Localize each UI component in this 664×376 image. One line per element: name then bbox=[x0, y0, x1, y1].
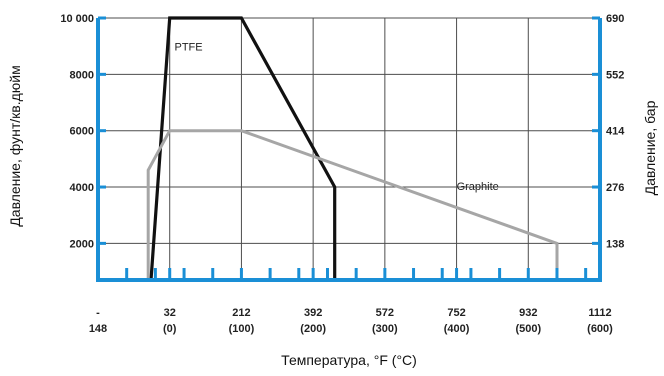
x-tick-label-c: (600) bbox=[587, 323, 613, 335]
x-tick-label-c: (200) bbox=[300, 323, 326, 335]
y-axis-title-right: Давление, бар bbox=[642, 100, 658, 195]
y-tick-label-right: 138 bbox=[606, 238, 624, 250]
x-tick-label-f: 752 bbox=[447, 307, 465, 319]
series-line-ptfe bbox=[149, 16, 337, 281]
y-tick-label-left: 6000 bbox=[70, 126, 94, 138]
y-tick-label-right: 414 bbox=[606, 126, 625, 138]
x-tick-label-f: 1112 bbox=[588, 307, 611, 319]
x-axis-title: Температура, °F (°C) bbox=[281, 352, 417, 368]
y-tick-label-left: 10 000 bbox=[60, 13, 94, 25]
x-tick-label-f: 212 bbox=[232, 307, 250, 319]
grid-lines bbox=[98, 17, 600, 280]
y-tick-label-right: 690 bbox=[606, 13, 624, 25]
series-layer: PTFE Graphite bbox=[146, 16, 559, 281]
y-tick-label-right: 552 bbox=[606, 69, 624, 81]
x-tick-label-c: (0) bbox=[163, 323, 177, 335]
y-axis-title-left: Давление, фунт/кв.дюйм bbox=[7, 65, 23, 226]
series-label-ptfe: PTFE bbox=[174, 41, 202, 53]
x-tick-label-f: 392 bbox=[304, 307, 322, 319]
x-tick-label-f: - bbox=[96, 307, 100, 319]
x-tick-label-f: 572 bbox=[376, 307, 394, 319]
x-tick-label-c: (100) bbox=[229, 323, 255, 335]
x-tick-label-c: (300) bbox=[372, 323, 398, 335]
y-tick-label-right: 276 bbox=[606, 182, 624, 194]
y-tick-label-left: 4000 bbox=[70, 182, 94, 194]
axes bbox=[96, 16, 602, 282]
x-tick-label-c: (500) bbox=[515, 323, 541, 335]
tick-labels: 2000 4000 6000 8000 10 000 138 276 414 552 690 - 14… bbox=[60, 13, 625, 335]
series-label-graphite: Graphite bbox=[457, 181, 499, 193]
x-tick-label-f: 32 bbox=[164, 307, 176, 319]
x-tick-label-c: (400) bbox=[444, 323, 470, 335]
y-tick-label-left: 8000 bbox=[70, 69, 94, 81]
series-line-graphite bbox=[146, 129, 559, 280]
x-tick-label-c: 148 bbox=[89, 323, 107, 335]
y-tick-label-left: 2000 bbox=[70, 238, 94, 250]
x-tick-label-f: 932 bbox=[519, 307, 537, 319]
